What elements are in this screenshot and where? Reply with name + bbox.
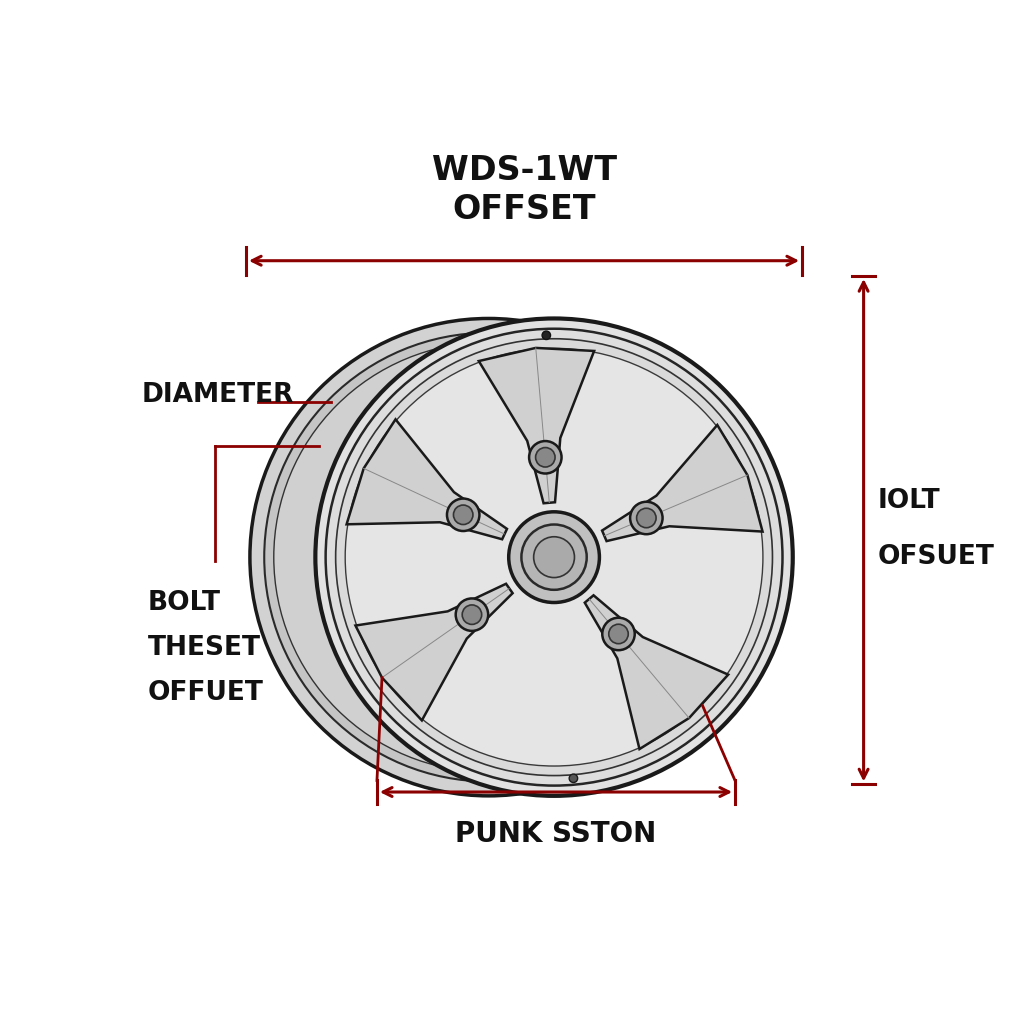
Polygon shape	[479, 348, 594, 503]
Text: THESET: THESET	[147, 635, 260, 662]
Text: PUNK SSTON: PUNK SSTON	[456, 820, 656, 848]
Circle shape	[456, 598, 488, 631]
Text: DIAMETER: DIAMETER	[142, 382, 295, 409]
Text: IOLT: IOLT	[878, 488, 940, 514]
Polygon shape	[355, 584, 513, 721]
Circle shape	[534, 537, 574, 578]
Circle shape	[608, 625, 629, 644]
Circle shape	[462, 605, 481, 625]
Circle shape	[536, 447, 555, 467]
Text: BOLT: BOLT	[147, 591, 220, 616]
Circle shape	[315, 318, 793, 796]
Circle shape	[569, 774, 578, 782]
Circle shape	[345, 348, 763, 766]
Polygon shape	[602, 425, 763, 541]
Circle shape	[509, 512, 599, 602]
Polygon shape	[585, 595, 728, 749]
Text: WDS-1WT: WDS-1WT	[431, 155, 616, 187]
Text: OFFUET: OFFUET	[147, 680, 263, 706]
Circle shape	[602, 617, 635, 650]
Circle shape	[454, 505, 473, 524]
Circle shape	[446, 499, 479, 531]
Circle shape	[264, 333, 713, 781]
Circle shape	[326, 329, 782, 785]
Circle shape	[336, 339, 772, 775]
Circle shape	[542, 331, 551, 340]
Circle shape	[630, 502, 663, 535]
Text: OFFSET: OFFSET	[453, 193, 596, 225]
Circle shape	[529, 441, 561, 473]
Circle shape	[250, 318, 727, 796]
Text: OFSUET: OFSUET	[878, 544, 994, 570]
Circle shape	[273, 342, 703, 772]
Polygon shape	[346, 420, 507, 540]
Circle shape	[637, 508, 656, 527]
Circle shape	[521, 524, 587, 590]
